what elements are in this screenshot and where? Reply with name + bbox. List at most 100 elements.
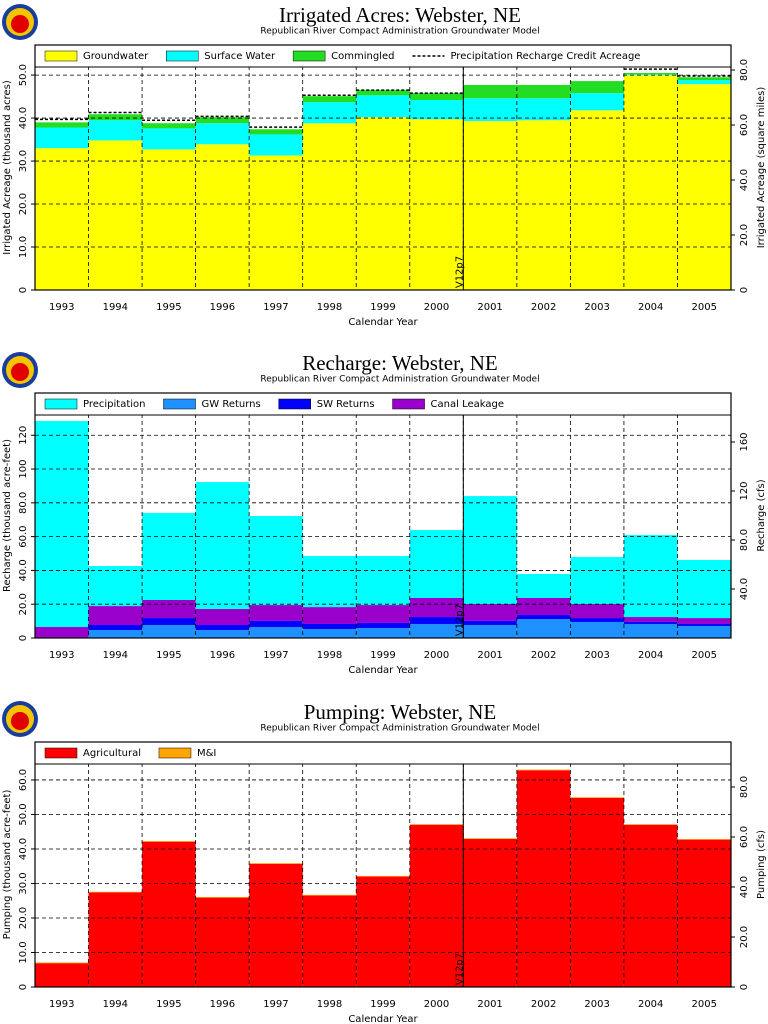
- bar-segment: [463, 604, 517, 621]
- bar-segment: [570, 81, 624, 94]
- y-tick-label: 10.0: [18, 941, 29, 963]
- y-tick-label: 20.0: [18, 907, 29, 929]
- x-tick-label: 2002: [531, 302, 556, 313]
- bar-segment: [409, 597, 464, 618]
- bar-segment: [302, 629, 357, 638]
- y2-tick-label: 20.0: [739, 224, 750, 246]
- x-axis-title: Calendar Year: [348, 317, 418, 328]
- x-axis-title: Calendar Year: [348, 1014, 418, 1024]
- x-tick-label: 1998: [317, 302, 342, 313]
- plot-frame: [34, 741, 732, 988]
- x-tick-label: 1993: [49, 999, 74, 1010]
- bar-segment: [623, 621, 678, 624]
- y-axis-title: Pumping (thousand acre-feet): [2, 790, 13, 940]
- bar-segment: [570, 797, 624, 798]
- y-tick-label: 60.0: [18, 769, 29, 791]
- chart-title: Recharge: Webster, NE: [302, 351, 498, 375]
- x-tick-label: 2003: [584, 650, 609, 661]
- legend-label: M&I: [197, 748, 216, 759]
- bar-segment: [677, 559, 731, 619]
- bar-segment: [623, 74, 678, 76]
- y-tick-label: 40.0: [18, 107, 29, 129]
- version-label: V12p7: [454, 604, 465, 636]
- version-label: V12p7: [454, 256, 465, 288]
- bar-segment: [463, 624, 517, 638]
- plot-frame: [34, 44, 732, 291]
- bar-segment: [409, 93, 464, 101]
- x-tick-label: 1994: [103, 650, 128, 661]
- version-label: V12p7: [454, 953, 465, 985]
- bar-segment: [88, 606, 143, 625]
- bar-segment: [88, 566, 143, 607]
- y2-tick-label: 0: [739, 287, 750, 293]
- bar-segment: [409, 824, 464, 825]
- bar-segment: [195, 123, 250, 145]
- bar-segment: [142, 841, 196, 842]
- x-tick-label: 1997: [263, 999, 288, 1010]
- bar-segment: [570, 604, 624, 619]
- bar-segment: [302, 894, 357, 896]
- bar-segment: [35, 627, 89, 638]
- x-tick-label: 2001: [477, 302, 502, 313]
- bar-segment: [249, 605, 303, 621]
- bar-segment: [409, 617, 464, 624]
- bar-segment: [623, 623, 678, 638]
- chart-subtitle: Republican River Compact Administration …: [260, 27, 539, 37]
- x-tick-label: 2002: [531, 650, 556, 661]
- bar-segment: [356, 875, 410, 877]
- bar-segment: [35, 421, 89, 628]
- bar-segment: [195, 608, 250, 625]
- bar-segment: [677, 618, 731, 624]
- legend-swatch: [44, 398, 78, 410]
- y-tick-label: 50.0: [18, 803, 29, 825]
- bar-segment: [463, 121, 517, 290]
- y2-tick-label: 80.0: [739, 529, 750, 551]
- bar-segment: [195, 896, 250, 898]
- y-tick-label: 20.0: [18, 193, 29, 215]
- bar-segment: [409, 530, 464, 598]
- y2-tick-label: 60.0: [739, 826, 750, 848]
- bar-segment: [677, 84, 731, 290]
- bar-segment: [302, 623, 357, 630]
- y2-axis-title: Irrigated Acreage (square miles): [756, 87, 767, 249]
- bar-segment: [195, 630, 250, 638]
- bar-segment: [142, 624, 196, 638]
- bar-segment: [516, 770, 571, 987]
- bar-segment: [516, 769, 571, 771]
- bar-segment: [516, 84, 571, 99]
- y2-tick-label: 60.0: [739, 114, 750, 136]
- chart-title: Irrigated Acres: Webster, NE: [279, 3, 521, 27]
- x-tick-label: 2001: [477, 999, 502, 1010]
- legend-swatch: [278, 398, 311, 410]
- y-tick-label: 30.0: [18, 150, 29, 172]
- bar-segment: [142, 128, 196, 150]
- bar-segment: [35, 962, 89, 964]
- y-tick-label: 20.0: [18, 593, 29, 615]
- bar-segment: [623, 535, 678, 618]
- legend-label: Canal Leakage: [431, 399, 504, 410]
- bar-segment: [570, 557, 624, 605]
- y2-tick-label: 80.0: [739, 776, 750, 798]
- bar-segment: [570, 110, 624, 290]
- bar-segment: [516, 615, 571, 620]
- x-tick-label: 1999: [370, 302, 395, 313]
- bar-segment: [195, 117, 250, 124]
- bar-segment: [409, 100, 464, 120]
- x-tick-label: 1998: [317, 999, 342, 1010]
- bar-segment: [195, 897, 250, 987]
- bar-segment: [302, 96, 357, 103]
- legend-label: Groundwater: [83, 51, 149, 62]
- y-tick-label: 10.0: [18, 236, 29, 258]
- y-tick-label: 0: [18, 984, 29, 990]
- bar-segment: [142, 599, 196, 619]
- y-tick-label: 30.0: [18, 872, 29, 894]
- bar-segment: [35, 122, 89, 128]
- bar-segment: [249, 863, 303, 864]
- y2-tick-label: 120: [739, 481, 750, 500]
- bar-segment: [623, 824, 678, 987]
- x-tick-label: 2003: [584, 999, 609, 1010]
- bar-segment: [409, 119, 464, 290]
- bar-segment: [356, 95, 410, 118]
- legend-label: Precipitation Recharge Credit Acreage: [450, 51, 640, 62]
